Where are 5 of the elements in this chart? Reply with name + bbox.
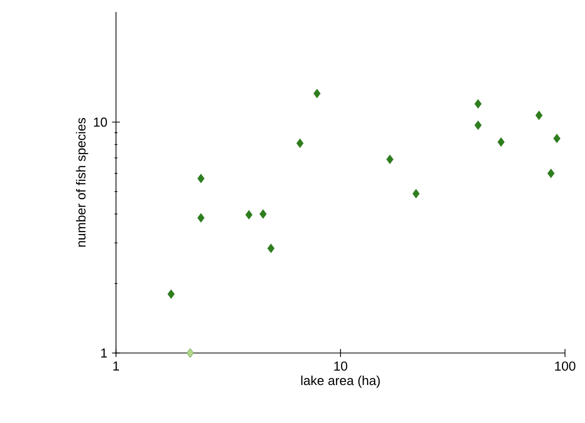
x-axis-title: lake area (ha) [301,376,380,388]
x-tick-label: 1 [113,362,119,370]
y-axis-title: number of fish species [76,118,88,247]
x-tick-label: 10 [334,361,348,371]
x-tick-label: 100 [555,361,576,371]
